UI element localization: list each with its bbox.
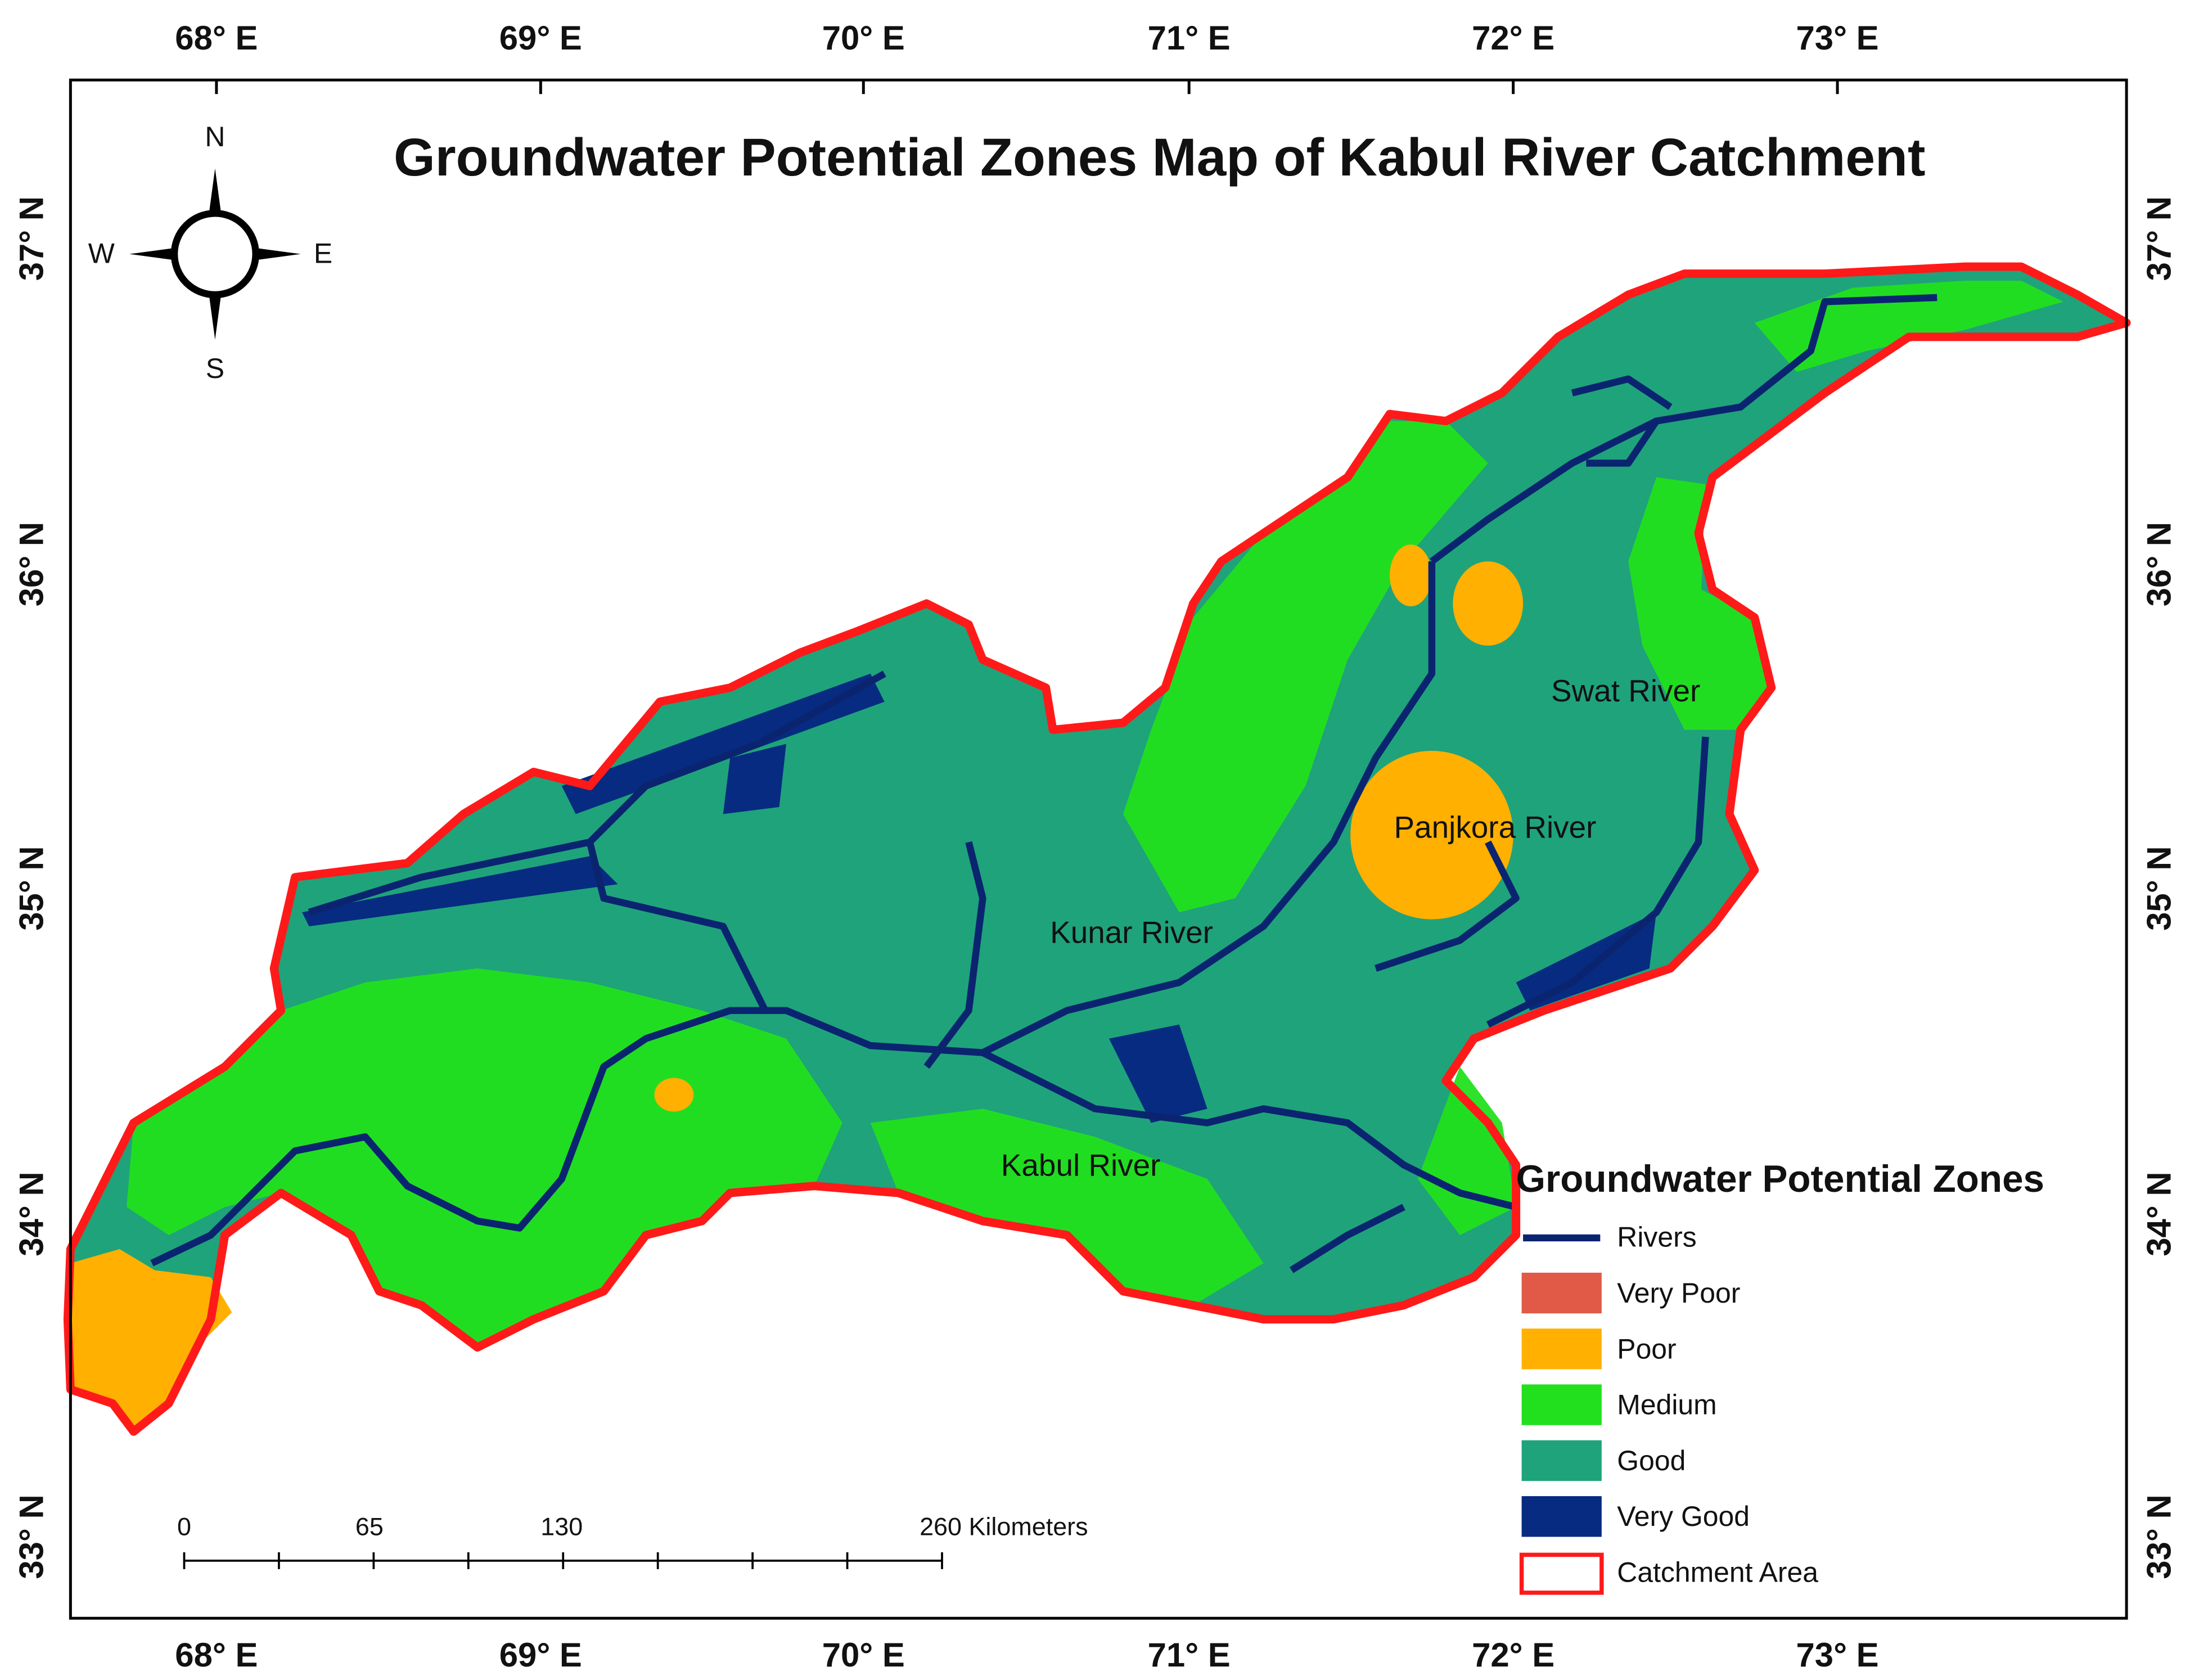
longitude-label: 69° E [499, 1636, 582, 1674]
scale-label: 0 [177, 1512, 191, 1541]
poor-zone [1390, 544, 1432, 607]
river [1486, 736, 1709, 1028]
latitude-label: 35° N [12, 846, 50, 930]
legend-label: Poor [1617, 1333, 1676, 1364]
longitude-label: 72° E [1472, 1636, 1554, 1674]
very-good-zone [561, 673, 885, 814]
river [1586, 419, 1660, 467]
legend-swatch [1521, 1328, 1602, 1370]
legend-label: Rivers [1617, 1222, 1696, 1253]
legend-label: Medium [1617, 1389, 1716, 1421]
river [1290, 1204, 1405, 1273]
legend-label: Very Poor [1617, 1277, 1740, 1309]
medium-zone [127, 968, 842, 1348]
legend-swatch [1521, 1384, 1602, 1425]
medium-zone [870, 1109, 1264, 1305]
river [923, 841, 986, 1069]
latitude-label: 34° N [2140, 1172, 2178, 1256]
latitude-label: 36° N [2140, 522, 2178, 606]
medium-zone [1417, 1066, 1516, 1235]
longitude-label: 68° E [175, 19, 258, 57]
river [308, 839, 769, 1012]
longitude-label: 71° E [1148, 1636, 1231, 1674]
scale-label: 65 [355, 1512, 384, 1541]
poor-zone [654, 1078, 694, 1112]
map-layers [63, 262, 2131, 1436]
very-good-zone [723, 744, 787, 814]
medium-zone [1628, 477, 1769, 730]
legend-swatch [1521, 1496, 1602, 1537]
compass-e: E [314, 237, 332, 269]
longitude-label: 70° E [822, 1636, 905, 1674]
river [1375, 840, 1520, 972]
compass: N W E S [88, 121, 332, 384]
scale-label: 130 [540, 1512, 583, 1541]
overlay: 68° E 68° E 69° E 69° E 70° E 70° E 71° E 71° E… [12, 19, 2178, 1674]
latitude-label: 36° N [12, 522, 50, 606]
legend-label: Catchment Area [1617, 1557, 1818, 1588]
latitude-label: 37° N [2140, 196, 2178, 281]
medium-zone [1123, 421, 1488, 913]
longitude-label: 73° E [1796, 19, 1879, 57]
catchment-boundary [63, 262, 2131, 1436]
very-good-zone [302, 856, 618, 926]
river [1430, 294, 1937, 565]
latitude-label: 34° N [12, 1172, 50, 1256]
latitude-label: 35° N [2140, 846, 2178, 930]
legend-title: Groundwater Potential Zones [1516, 1158, 2044, 1200]
river-label: Panjkora River [1394, 809, 1597, 844]
latitude-label: 33° N [12, 1494, 50, 1579]
river-label: Kunar River [1050, 915, 1213, 949]
river [150, 1007, 1517, 1267]
river [587, 670, 886, 845]
latitude-label: 33° N [2140, 1494, 2178, 1579]
river-label: Swat River [1551, 673, 1700, 708]
longitude-label: 69° E [499, 19, 582, 57]
legend-label: Good [1617, 1445, 1686, 1476]
legend-swatch [1521, 1440, 1602, 1481]
legend-label: Very Good [1617, 1501, 1750, 1532]
river-label: Kabul River [1001, 1148, 1161, 1183]
compass-n: N [205, 121, 225, 152]
longitude-label: 72° E [1472, 19, 1554, 57]
river [1571, 375, 1673, 410]
longitude-label: 73° E [1796, 1636, 1879, 1674]
compass-s: S [206, 353, 224, 384]
compass-w: W [88, 237, 115, 269]
very-good-zone [1516, 912, 1657, 1011]
legend-swatch [1519, 1552, 1604, 1595]
map-frame [69, 78, 2128, 1620]
poor-zone [70, 1249, 232, 1432]
scale-label: 260 Kilometers [920, 1512, 1088, 1541]
very-good-zone [1108, 1024, 1207, 1123]
latitude-label: 37° N [12, 196, 50, 281]
legend-swatch [1521, 1272, 1602, 1314]
longitude-label: 70° E [822, 19, 905, 57]
river [981, 561, 1436, 1056]
longitude-label: 68° E [175, 1636, 258, 1674]
map-title: Groundwater Potential Zones Map of Kabul… [394, 128, 1926, 187]
poor-zone [1350, 751, 1513, 920]
compass-ring [170, 210, 259, 299]
longitude-label: 71° E [1148, 19, 1231, 57]
poor-zone [1453, 561, 1524, 646]
